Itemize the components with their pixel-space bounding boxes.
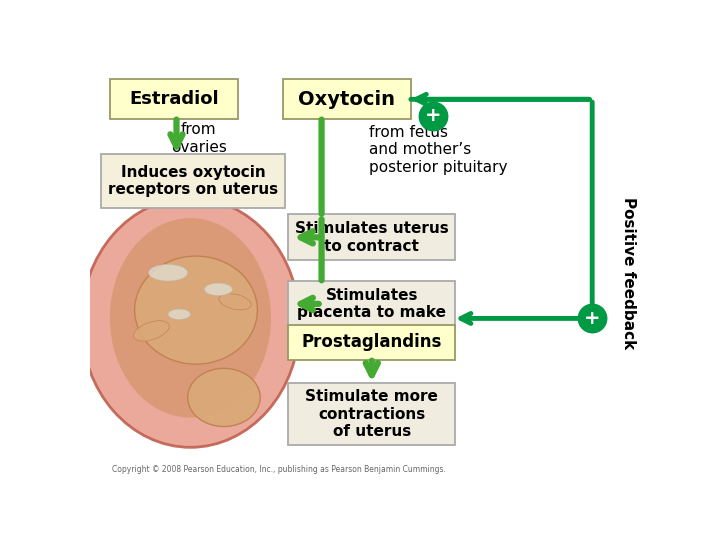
Text: Stimulate more
contractions
of uterus: Stimulate more contractions of uterus [305, 389, 438, 439]
Text: Prostaglandins: Prostaglandins [302, 333, 442, 352]
Ellipse shape [168, 309, 190, 320]
FancyBboxPatch shape [101, 154, 285, 208]
FancyBboxPatch shape [288, 383, 456, 445]
Text: +: + [584, 309, 600, 328]
Ellipse shape [135, 256, 258, 364]
Ellipse shape [148, 265, 188, 281]
Text: Stimulates uterus
to contract: Stimulates uterus to contract [295, 221, 449, 254]
Text: Stimulates
placenta to make: Stimulates placenta to make [297, 288, 446, 320]
Text: Copyright © 2008 Pearson Education, Inc., publishing as Pearson Benjamin Cumming: Copyright © 2008 Pearson Education, Inc.… [112, 465, 446, 474]
FancyBboxPatch shape [109, 79, 238, 119]
Text: Induces oxytocin
receptors on uterus: Induces oxytocin receptors on uterus [108, 165, 279, 198]
Text: Positive feedback: Positive feedback [621, 197, 636, 349]
Text: Estradiol: Estradiol [129, 90, 218, 108]
FancyBboxPatch shape [288, 281, 456, 327]
Text: from
ovaries: from ovaries [171, 122, 227, 154]
FancyBboxPatch shape [288, 325, 456, 360]
Ellipse shape [204, 283, 233, 295]
Ellipse shape [219, 294, 251, 310]
Ellipse shape [188, 368, 260, 427]
Ellipse shape [110, 218, 271, 417]
Point [428, 111, 439, 120]
FancyBboxPatch shape [282, 79, 411, 119]
Text: Oxytocin: Oxytocin [298, 90, 395, 109]
Ellipse shape [81, 198, 300, 447]
Text: from fetus
and mother’s
posterior pituitary: from fetus and mother’s posterior pituit… [369, 125, 508, 175]
Point [587, 314, 598, 323]
FancyBboxPatch shape [288, 214, 456, 260]
Ellipse shape [134, 321, 169, 341]
Text: +: + [425, 106, 441, 125]
